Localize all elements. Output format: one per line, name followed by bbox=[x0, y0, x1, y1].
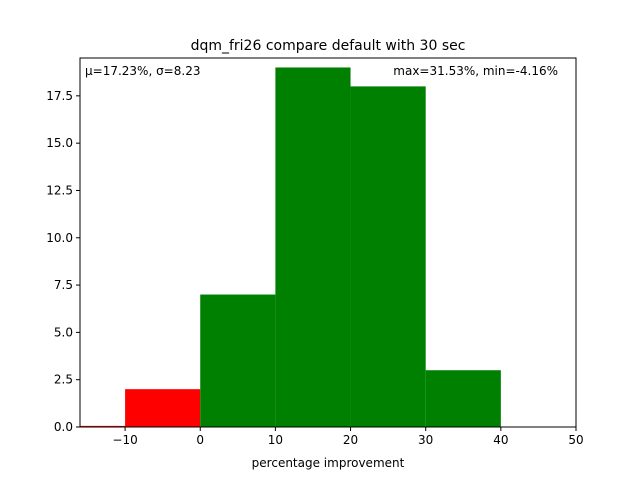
x-tick-label: 10 bbox=[268, 433, 283, 447]
stats-sigma: σ=8.23 bbox=[156, 64, 200, 78]
histogram-bar bbox=[125, 389, 201, 427]
x-tick-label: 40 bbox=[493, 433, 508, 447]
x-tick-label: 50 bbox=[568, 433, 583, 447]
y-tick-label: 15.0 bbox=[46, 136, 73, 150]
x-axis-label: percentage improvement bbox=[252, 456, 405, 470]
stats-annotation: μ=17.23%, σ=8.23 bbox=[85, 64, 200, 78]
axes-group: −10 0 10 20 30 40 50 0.0 2.5 5.0 7.5 10.0 12.5 15.0 17… bbox=[46, 57, 584, 447]
y-tick-label: 0.0 bbox=[54, 420, 73, 434]
y-tick-label: 2.5 bbox=[54, 373, 73, 387]
y-tick-label: 7.5 bbox=[54, 278, 73, 292]
x-tick-label: 0 bbox=[196, 433, 204, 447]
stats-mu: μ=17.23%, bbox=[85, 64, 156, 78]
histogram-bar bbox=[200, 294, 276, 427]
chart-title: dqm_fri26 compare default with 30 sec bbox=[191, 38, 466, 54]
histogram-bar bbox=[275, 67, 351, 427]
range-annotation: max=31.53%, min=-4.16% bbox=[393, 64, 558, 78]
bars-group bbox=[80, 67, 501, 428]
y-tick-label: 5.0 bbox=[54, 325, 73, 339]
x-tick-label: −10 bbox=[112, 433, 137, 447]
x-tick-label: 20 bbox=[343, 433, 358, 447]
plot-frame bbox=[79, 57, 577, 428]
y-tick-label: 12.5 bbox=[46, 183, 73, 197]
histogram-bar bbox=[425, 370, 501, 427]
x-tick-label: 30 bbox=[418, 433, 433, 447]
y-tick-label: 17.5 bbox=[46, 89, 73, 103]
y-tick-label: 10.0 bbox=[46, 231, 73, 245]
histogram-bar bbox=[350, 86, 426, 427]
